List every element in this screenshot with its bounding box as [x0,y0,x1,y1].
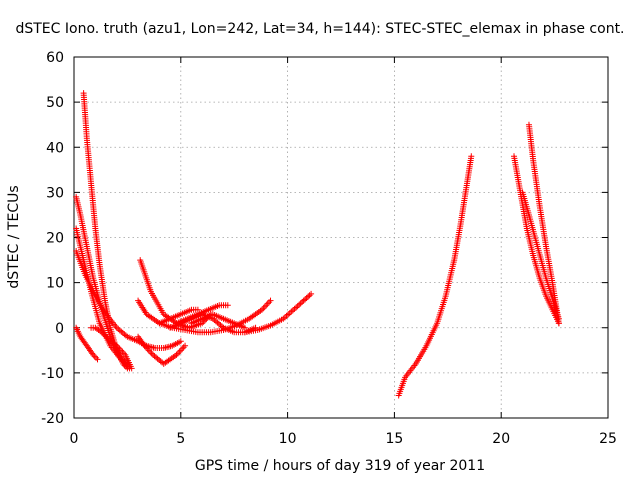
data-series [73,324,101,363]
data-point [260,305,267,312]
data-point [302,296,309,303]
y-tick-label: 0 [55,321,64,337]
y-axis-label: dSTEC / TECUs [6,185,22,288]
data-series [525,121,562,327]
data-series [156,306,201,327]
y-tick-label: 30 [46,185,64,201]
data-marks [73,90,562,399]
data-point [94,356,101,363]
data-point [224,302,231,309]
data-point [194,306,201,313]
data-series [135,297,274,336]
data-point [174,350,181,357]
data-series [88,324,135,372]
chart-title: dSTEC Iono. truth (azu1, Lon=242, Lat=34… [15,21,624,37]
data-series [173,302,231,327]
data-series [80,90,131,372]
data-point [306,292,313,299]
y-tick-label: 10 [46,276,64,292]
data-series [241,290,315,336]
data-point [93,354,100,361]
x-tick-label: 25 [599,431,617,447]
data-point [468,153,475,160]
data-point [147,348,154,355]
data-point [296,301,303,308]
data-point [555,315,562,322]
data-point [179,345,186,352]
x-tick-label: 15 [385,431,403,447]
data-series [73,248,184,352]
data-point [182,342,189,349]
data-point [303,294,310,301]
grid [74,57,608,418]
data-point [264,300,271,307]
y-tick-label: 50 [46,95,64,111]
y-tick-label: -20 [41,411,64,427]
data-series [135,333,189,367]
data-point [148,350,155,357]
x-tick-label: 20 [492,431,510,447]
data-point [261,303,268,310]
data-point [293,304,300,311]
x-tick-label: 5 [176,431,185,447]
data-point [128,365,135,372]
y-tick-label: 20 [46,231,64,247]
data-point [267,297,274,304]
data-point [266,299,273,306]
y-tick-label: 60 [46,50,64,66]
y-axis: -20 -10 0 10 20 30 40 50 60 [41,50,608,427]
x-tick-label: 0 [70,431,79,447]
data-series [395,153,475,399]
data-series [519,189,562,322]
x-axis-label: GPS time / hours of day 319 of year 2011 [195,458,485,474]
data-point [299,299,306,306]
data-series [188,311,248,331]
data-point [180,344,187,351]
y-tick-label: 40 [46,140,64,156]
data-point [305,293,312,300]
data-series [167,311,259,336]
data-point [177,347,184,354]
data-point [294,303,301,310]
data-point [297,300,304,307]
y-tick-label: -10 [41,366,64,382]
data-point [308,290,315,297]
x-axis: 0 5 10 15 20 25 [70,57,617,447]
data-point [176,348,183,355]
data-point [300,297,307,304]
data-point [177,338,184,345]
x-tick-label: 10 [279,431,297,447]
data-point [263,302,270,309]
